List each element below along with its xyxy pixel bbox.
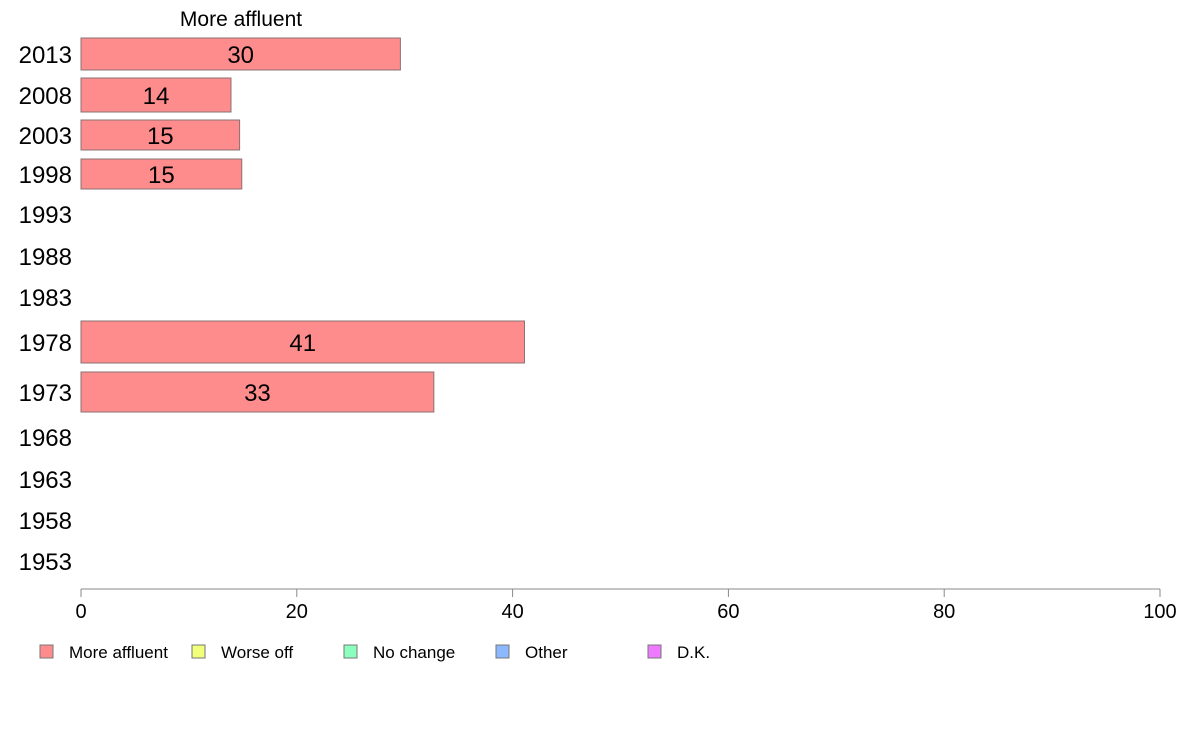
x-tick-label: 100: [1143, 601, 1176, 623]
category-label: 1958: [19, 508, 72, 535]
legend-label: No change: [373, 643, 455, 662]
category-label: 1993: [19, 202, 72, 229]
x-tick-label: 80: [933, 601, 955, 623]
category-labels: 2013 2008 2003 1998 1993 1988 1983 1978 1973 1968…: [19, 42, 72, 576]
legend-label: Other: [525, 643, 568, 662]
bar: [80, 371, 435, 413]
bar: [80, 158, 243, 190]
bars-layer: 30 14 15 15 41 33: [80, 37, 525, 413]
bar: [80, 320, 525, 364]
category-label: 2013: [19, 42, 72, 69]
legend: More affluent Worse off No change Other D.K.: [39, 643, 710, 662]
bar-value-label: 41: [289, 330, 316, 357]
bar: [80, 37, 401, 71]
bar-value-label: 30: [227, 42, 254, 69]
bar-value-label: 33: [244, 380, 271, 407]
category-label: 2008: [19, 83, 72, 110]
bar-value-label: 14: [143, 83, 170, 110]
legend-swatch: [647, 644, 662, 659]
category-label: 1968: [19, 425, 72, 452]
bar-value-label: 15: [148, 162, 175, 189]
x-tick-label: 60: [717, 601, 739, 623]
category-label: 1973: [19, 380, 72, 407]
category-label: 1963: [19, 467, 72, 494]
legend-swatch: [191, 644, 206, 659]
category-label: 1988: [19, 244, 72, 271]
bar-value-label: 15: [147, 123, 174, 150]
x-tick-label: 40: [501, 601, 523, 623]
legend-label: More affluent: [69, 643, 168, 662]
bar: [80, 77, 232, 113]
category-label: 1953: [19, 549, 72, 576]
legend-swatch: [39, 644, 54, 659]
category-label: 1983: [19, 285, 72, 312]
category-label: 2003: [19, 123, 72, 150]
x-tick-label: 20: [286, 601, 308, 623]
legend-label: D.K.: [677, 643, 710, 662]
chart-title: More affluent: [180, 8, 302, 31]
legend-swatch: [495, 644, 510, 659]
category-label: 1998: [19, 162, 72, 189]
x-axis: 0 20 40 60 80 100: [75, 588, 1177, 623]
legend-swatch: [343, 644, 358, 659]
x-tick-label: 0: [75, 601, 86, 623]
category-label: 1978: [19, 330, 72, 357]
legend-label: Worse off: [221, 643, 293, 662]
bar: [80, 119, 241, 151]
